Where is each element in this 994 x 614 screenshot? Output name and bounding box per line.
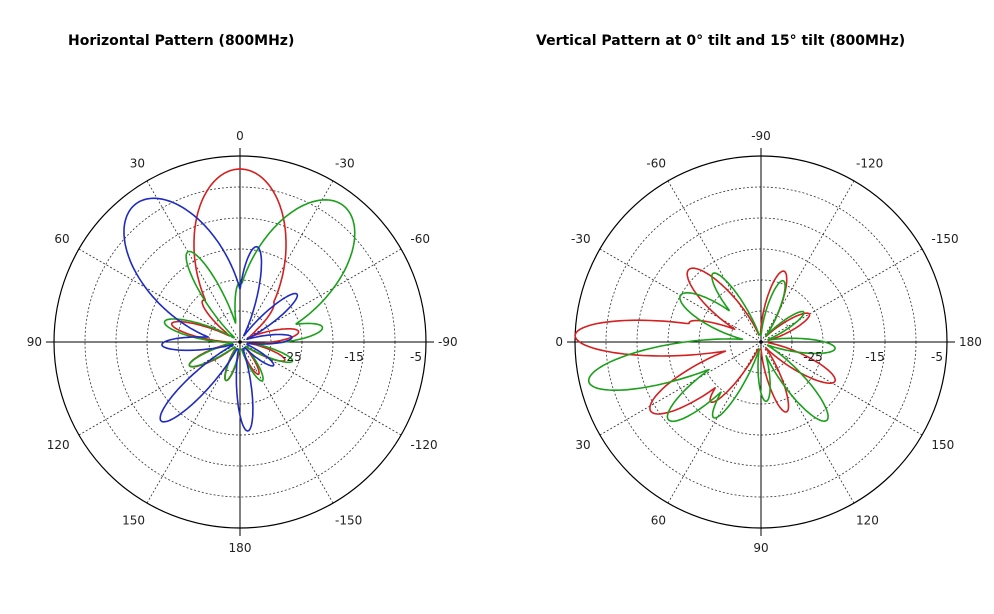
angle-label: 150 bbox=[122, 513, 145, 527]
angle-label: 90 bbox=[753, 541, 768, 555]
grid-spoke bbox=[599, 341, 762, 436]
polar-chart-2: -25 -15 -5 -90 -120 -150 180 150 120 90 60 30 0 -30 -6… bbox=[555, 129, 982, 555]
grid-spoke bbox=[239, 341, 334, 504]
angle-label: -150 bbox=[931, 232, 958, 246]
radial-tick-label: -5 bbox=[410, 350, 422, 364]
angle-label: 120 bbox=[47, 438, 70, 452]
grid-spoke bbox=[239, 248, 402, 343]
pattern-trace-2 bbox=[163, 199, 356, 382]
angle-label: -60 bbox=[410, 232, 430, 246]
angle-label: 180 bbox=[959, 335, 982, 349]
vertical-pattern-title: Vertical Pattern at 0° tilt and 15° tilt… bbox=[536, 33, 906, 49]
grid-spoke bbox=[667, 180, 762, 343]
angle-label: -90 bbox=[751, 129, 771, 143]
radial-tick-label: -5 bbox=[931, 350, 943, 364]
angle-label: -30 bbox=[335, 157, 355, 171]
angle-label: 0 bbox=[236, 129, 244, 143]
radial-tick-label: -25 bbox=[803, 350, 823, 364]
angle-label: 30 bbox=[575, 438, 590, 452]
radial-tick-label: -25 bbox=[282, 350, 302, 364]
angle-label: 90 bbox=[27, 335, 42, 349]
grid-spoke bbox=[146, 341, 241, 504]
grid-spoke bbox=[760, 248, 923, 343]
grid-spoke bbox=[760, 341, 923, 436]
angle-label: -150 bbox=[335, 513, 362, 527]
angle-label: 180 bbox=[229, 541, 252, 555]
pattern-trace-2 bbox=[587, 272, 836, 423]
angle-label: 0 bbox=[555, 335, 563, 349]
pattern-trace-3 bbox=[123, 197, 299, 432]
angle-label: 60 bbox=[651, 513, 666, 527]
angle-label: 60 bbox=[54, 232, 69, 246]
grid-spoke bbox=[239, 180, 334, 343]
grid-spoke bbox=[78, 248, 241, 343]
grid-spoke bbox=[78, 341, 241, 436]
grid-spoke bbox=[146, 180, 241, 343]
angle-label: -60 bbox=[646, 157, 666, 171]
angle-label: -120 bbox=[410, 438, 437, 452]
grid-spoke bbox=[760, 180, 855, 343]
horizontal-pattern-title: Horizontal Pattern (800MHz) bbox=[68, 33, 295, 49]
angle-label: -90 bbox=[438, 335, 458, 349]
grid-spoke bbox=[760, 341, 855, 504]
polar-chart-1: -25 -15 -5 0 -30 -60 -90 -120 -150 180 150 120 90 60 3… bbox=[27, 129, 458, 555]
outer-ring bbox=[574, 155, 948, 529]
angle-label: -30 bbox=[571, 232, 591, 246]
radial-tick-label: -15 bbox=[865, 350, 885, 364]
outer-ring bbox=[53, 155, 427, 529]
angle-label: 120 bbox=[856, 513, 879, 527]
grid-spoke bbox=[239, 341, 402, 436]
grid-spoke bbox=[667, 341, 762, 504]
angle-label: -120 bbox=[856, 157, 883, 171]
angle-label: 30 bbox=[130, 157, 145, 171]
radial-tick-label: -15 bbox=[344, 350, 364, 364]
pattern-trace-1 bbox=[574, 267, 836, 415]
angle-label: 150 bbox=[931, 438, 954, 452]
